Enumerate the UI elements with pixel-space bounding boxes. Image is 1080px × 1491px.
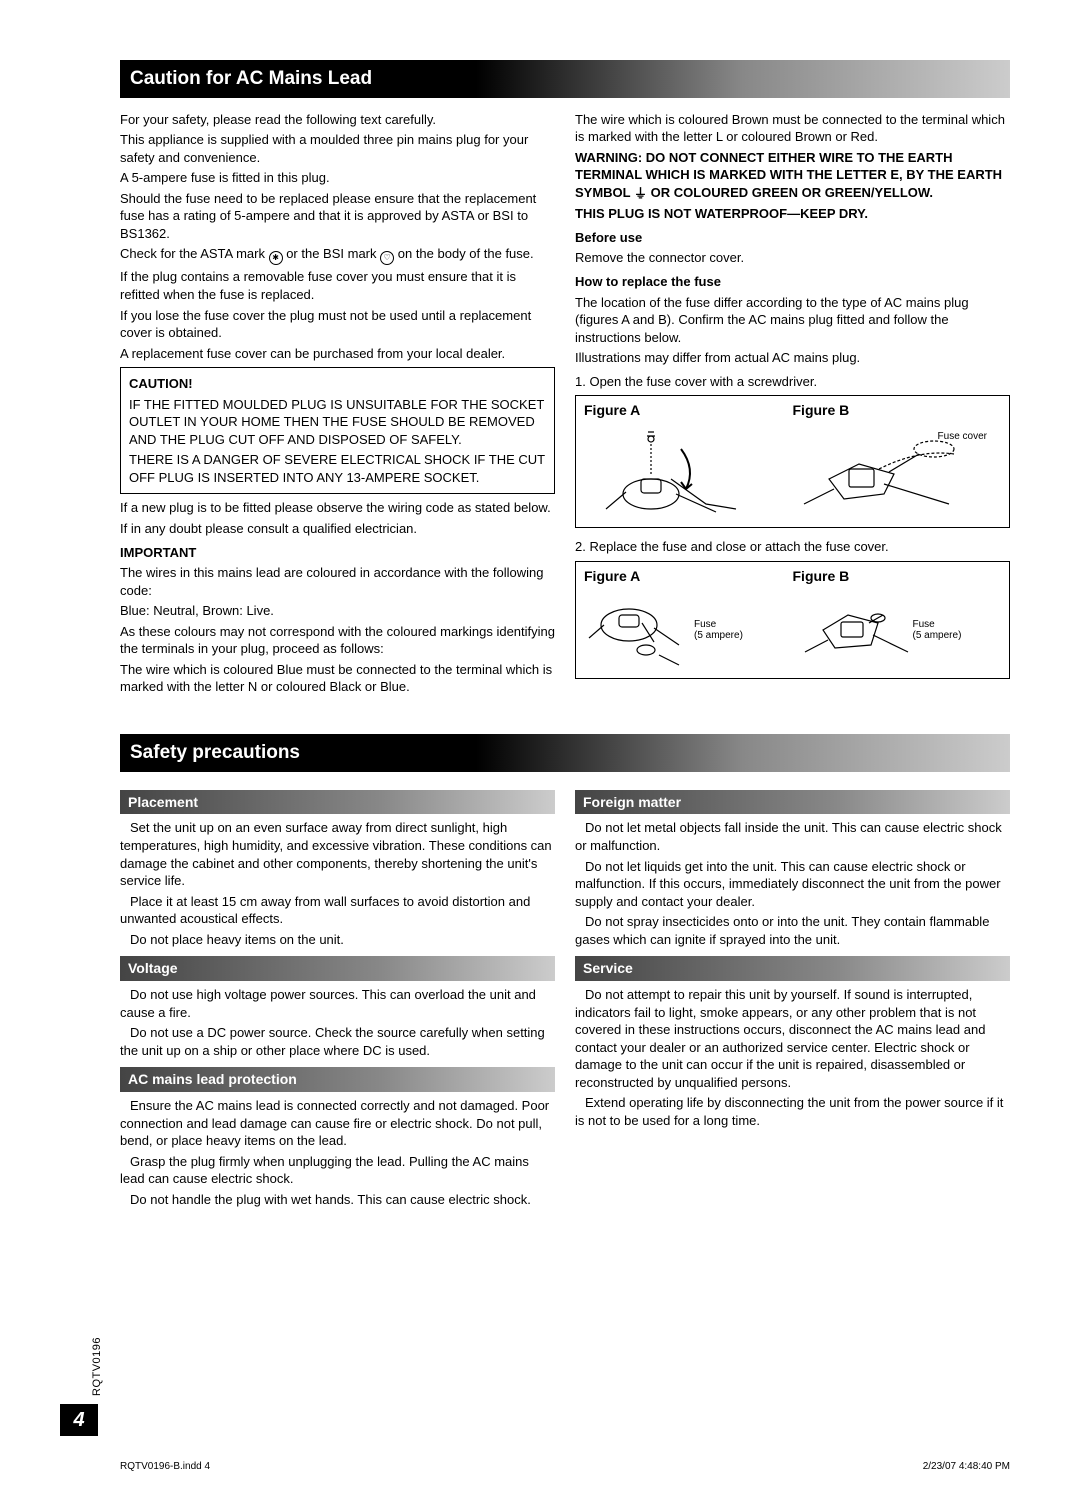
left-column: For your safety, please read the followi… xyxy=(120,108,555,699)
body-text: Do not attempt to repair this unit by yo… xyxy=(575,986,1010,1091)
safety-right-column: Foreign matter Do not let metal objects … xyxy=(575,782,1010,1212)
warning-text: WARNING: DO NOT CONNECT EITHER WIRE TO T… xyxy=(575,149,1010,203)
how-to-label: How to replace the fuse xyxy=(575,273,1010,291)
body-text: Extend operating life by disconnecting t… xyxy=(575,1094,1010,1129)
text-fragment: Fuse xyxy=(913,619,935,630)
text-fragment: OR COLOURED GREEN OR GREEN/YELLOW. xyxy=(647,185,933,200)
body-text: If the plug contains a removable fuse co… xyxy=(120,268,555,303)
earth-symbol-icon: ⏚ xyxy=(634,185,647,203)
body-text: Check for the ASTA mark ✱ or the BSI mar… xyxy=(120,245,555,265)
document-code-vertical: RQTV0196 xyxy=(90,1337,105,1396)
warning-text: THIS PLUG IS NOT WATERPROOF—KEEP DRY. xyxy=(575,205,1010,223)
fuse-label: Fuse (5 ampere) xyxy=(913,619,962,641)
step-text: 2. Replace the fuse and close or attach … xyxy=(575,538,1010,556)
figure-b-label: Figure B xyxy=(793,567,1002,586)
plug-illustration-b1: Fuse cover xyxy=(789,424,989,519)
figure-a-label: Figure A xyxy=(584,567,793,586)
plug-illustration-a1 xyxy=(596,424,766,519)
body-text: A replacement fuse cover can be purchase… xyxy=(120,345,555,363)
sub-header-ac-lead: AC mains lead protection xyxy=(120,1067,555,1092)
sub-header-placement: Placement xyxy=(120,790,555,815)
body-text: Do not use high voltage power sources. T… xyxy=(120,986,555,1021)
body-text: A 5-ampere fuse is fitted in this plug. xyxy=(120,169,555,187)
figure-box-2: Figure A Figure B xyxy=(575,561,1010,679)
body-text: Set the unit up on an even surface away … xyxy=(120,819,555,889)
footer-filename: RQTV0196-B.indd 4 xyxy=(120,1460,210,1474)
body-text: Do not let metal objects fall inside the… xyxy=(575,819,1010,854)
body-text: Do not let liquids get into the unit. Th… xyxy=(575,858,1010,911)
right-column: The wire which is coloured Brown must be… xyxy=(575,108,1010,699)
sub-header-service: Service xyxy=(575,956,1010,981)
body-text: Do not use a DC power source. Check the … xyxy=(120,1024,555,1059)
plug-illustration-b2 xyxy=(793,590,913,670)
caution-body: THERE IS A DANGER OF SEVERE ELECTRICAL S… xyxy=(129,451,546,486)
text-fragment: Fuse xyxy=(694,619,716,630)
body-text: For your safety, please read the followi… xyxy=(120,111,555,129)
text-fragment: or the BSI mark xyxy=(283,246,381,261)
body-text: The location of the fuse differ accordin… xyxy=(575,294,1010,347)
plug-illustration-a2 xyxy=(584,590,694,670)
body-text: As these colours may not correspond with… xyxy=(120,623,555,658)
figure-box-1: Figure A Figure B xyxy=(575,395,1010,528)
body-text: If a new plug is to be fitted please obs… xyxy=(120,499,555,517)
step-text: 1. Open the fuse cover with a screwdrive… xyxy=(575,373,1010,391)
footer-timestamp: 2/23/07 4:48:40 PM xyxy=(923,1460,1010,1474)
body-text: Ensure the AC mains lead is connected co… xyxy=(120,1097,555,1150)
body-text: Place it at least 15 cm away from wall s… xyxy=(120,893,555,928)
body-text: Illustrations may differ from actual AC … xyxy=(575,349,1010,367)
page-footer: RQTV0196-B.indd 4 2/23/07 4:48:40 PM xyxy=(120,1460,1010,1474)
before-use-label: Before use xyxy=(575,229,1010,247)
section-header-safety: Safety precautions xyxy=(120,734,1010,772)
body-text: The wire which is coloured Brown must be… xyxy=(575,111,1010,146)
page-number: 4 xyxy=(60,1404,98,1436)
text-fragment: (5 ampere) xyxy=(694,630,743,641)
body-text: This appliance is supplied with a moulde… xyxy=(120,131,555,166)
body-text: If in any doubt please consult a qualifi… xyxy=(120,520,555,538)
body-text: If you lose the fuse cover the plug must… xyxy=(120,307,555,342)
bsi-mark-icon: ♡ xyxy=(380,251,394,265)
caution-title: CAUTION! xyxy=(129,375,546,393)
text-fragment: (5 ampere) xyxy=(913,630,962,641)
text-fragment: on the body of the fuse. xyxy=(394,246,534,261)
safety-left-column: Placement Set the unit up on an even sur… xyxy=(120,782,555,1212)
important-label: IMPORTANT xyxy=(120,544,555,562)
sub-header-foreign: Foreign matter xyxy=(575,790,1010,815)
caution-box: CAUTION! IF THE FITTED MOULDED PLUG IS U… xyxy=(120,367,555,494)
body-text: Remove the connector cover. xyxy=(575,249,1010,267)
body-text: Do not handle the plug with wet hands. T… xyxy=(120,1191,555,1209)
asta-mark-icon: ✱ xyxy=(269,251,283,265)
section-header-caution: Caution for AC Mains Lead xyxy=(120,60,1010,98)
body-text: Do not spray insecticides onto or into t… xyxy=(575,913,1010,948)
body-text: Do not place heavy items on the unit. xyxy=(120,931,555,949)
body-text: The wire which is coloured Blue must be … xyxy=(120,661,555,696)
body-text: Should the fuse need to be replaced plea… xyxy=(120,190,555,243)
figure-a-label: Figure A xyxy=(584,401,793,420)
body-text: Blue: Neutral, Brown: Live. xyxy=(120,602,555,620)
body-text: Grasp the plug firmly when unplugging th… xyxy=(120,1153,555,1188)
figure-b-label: Figure B xyxy=(793,401,1002,420)
sub-header-voltage: Voltage xyxy=(120,956,555,981)
fuse-cover-label: Fuse cover xyxy=(938,431,988,442)
body-text: The wires in this mains lead are coloure… xyxy=(120,564,555,599)
text-fragment: Check for the ASTA mark xyxy=(120,246,269,261)
fuse-label: Fuse (5 ampere) xyxy=(694,619,743,641)
caution-body: IF THE FITTED MOULDED PLUG IS UNSUITABLE… xyxy=(129,396,546,449)
